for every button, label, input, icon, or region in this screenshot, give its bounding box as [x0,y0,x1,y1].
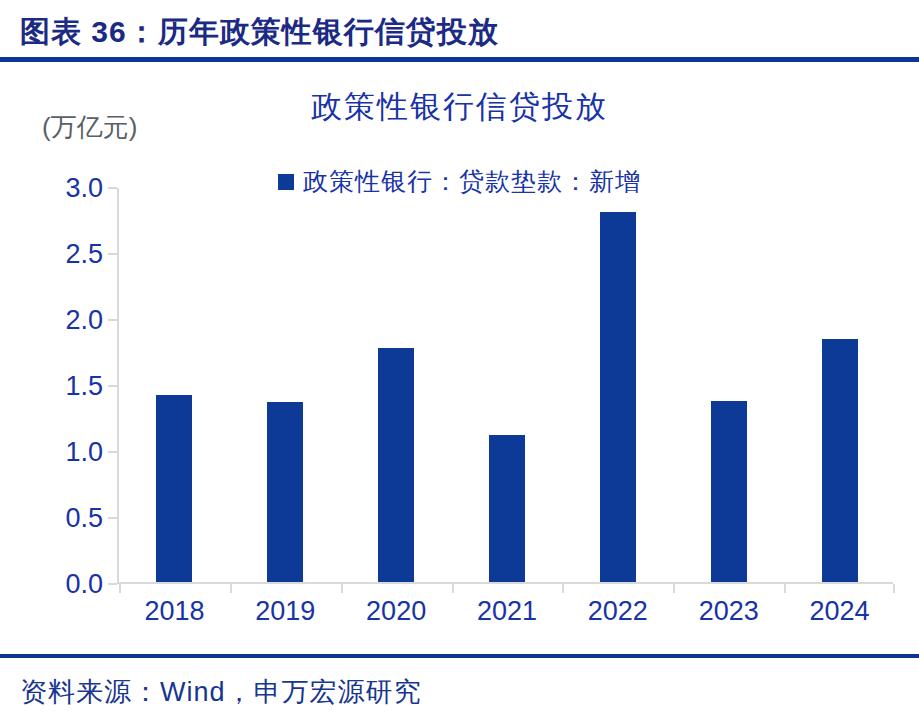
footer-divider-line [0,654,919,658]
y-axis-tick [108,451,117,453]
bar-2024 [822,339,858,582]
source-text: 资料来源：Wind，申万宏源研究 [20,674,422,710]
y-axis-label: 0.5 [37,502,103,534]
bar-2023 [711,401,747,582]
bar-2018 [156,395,192,582]
y-axis-label: 1.5 [37,370,103,402]
y-axis-label: 2.0 [37,304,103,336]
y-axis-tick [108,517,117,519]
y-axis-tick [108,187,117,189]
x-axis-tick [562,584,564,593]
y-axis-tick [108,253,117,255]
x-axis-tick [341,584,343,593]
x-axis-tick [893,584,895,593]
x-axis-label: 2018 [118,596,230,627]
y-axis-tick [108,319,117,321]
x-axis-label: 2020 [340,596,452,627]
x-axis-tick [230,584,232,593]
x-axis-tick [673,584,675,593]
y-axis-tick [108,583,117,585]
x-axis-tick [452,584,454,593]
x-axis-label: 2019 [229,596,341,627]
y-axis-tick [108,385,117,387]
y-axis-label: 1.0 [37,436,103,468]
report-figure: 图表 36：历年政策性银行信贷投放 政策性银行信贷投放 (万亿元) 政策性银行：… [0,0,919,719]
bar-2020 [378,348,414,582]
chart-title: 政策性银行信贷投放 [0,86,919,128]
x-axis-label: 2022 [562,596,674,627]
bar-2022 [600,212,636,582]
y-axis-label: 2.5 [37,238,103,270]
y-axis-unit-label: (万亿元) [42,110,137,145]
header-divider-line [0,57,919,62]
bar-2021 [489,435,525,582]
x-axis-tick [784,584,786,593]
y-axis-label: 3.0 [37,172,103,204]
bar-2019 [267,402,303,582]
x-axis-label: 2024 [784,596,896,627]
figure-header-title: 图表 36：历年政策性银行信贷投放 [20,12,499,53]
x-axis-label: 2021 [451,596,563,627]
y-axis-label: 0.0 [37,568,103,600]
x-axis-label: 2023 [673,596,785,627]
x-axis-tick [119,584,121,593]
plot-area: 0.00.51.01.52.02.53.02018201920202021202… [117,188,893,584]
